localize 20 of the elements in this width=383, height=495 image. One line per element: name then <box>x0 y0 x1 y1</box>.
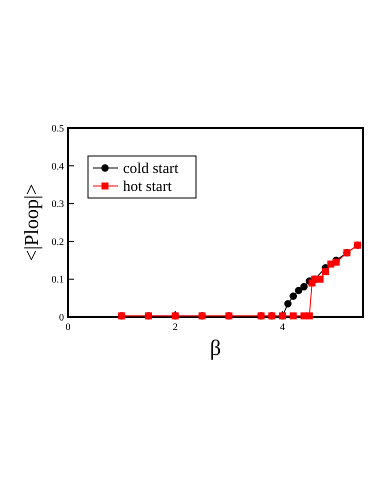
point <box>306 312 313 320</box>
point <box>300 283 308 290</box>
x-tick-label: 2 <box>172 322 178 333</box>
y-tick-label: 0.5 <box>52 124 64 134</box>
y-tick-label: 0 <box>59 312 64 324</box>
y-tick-label: 0.2 <box>52 236 64 248</box>
x-axis-title: β <box>210 335 222 360</box>
point <box>294 286 302 294</box>
y-axis-title: <|Ploop|> <box>21 184 43 262</box>
point <box>290 292 297 300</box>
point <box>322 268 329 276</box>
y-tick-label: 0.1 <box>52 274 64 286</box>
point <box>316 276 324 283</box>
legend-label: cold start <box>123 161 180 177</box>
legend-label: hot start <box>123 179 173 195</box>
x-tick-label: 4 <box>280 322 286 333</box>
point <box>284 300 292 308</box>
y-tick-label: 0.4 <box>52 161 64 172</box>
point <box>290 312 297 320</box>
y-tick-label: 0.3 <box>52 199 64 210</box>
